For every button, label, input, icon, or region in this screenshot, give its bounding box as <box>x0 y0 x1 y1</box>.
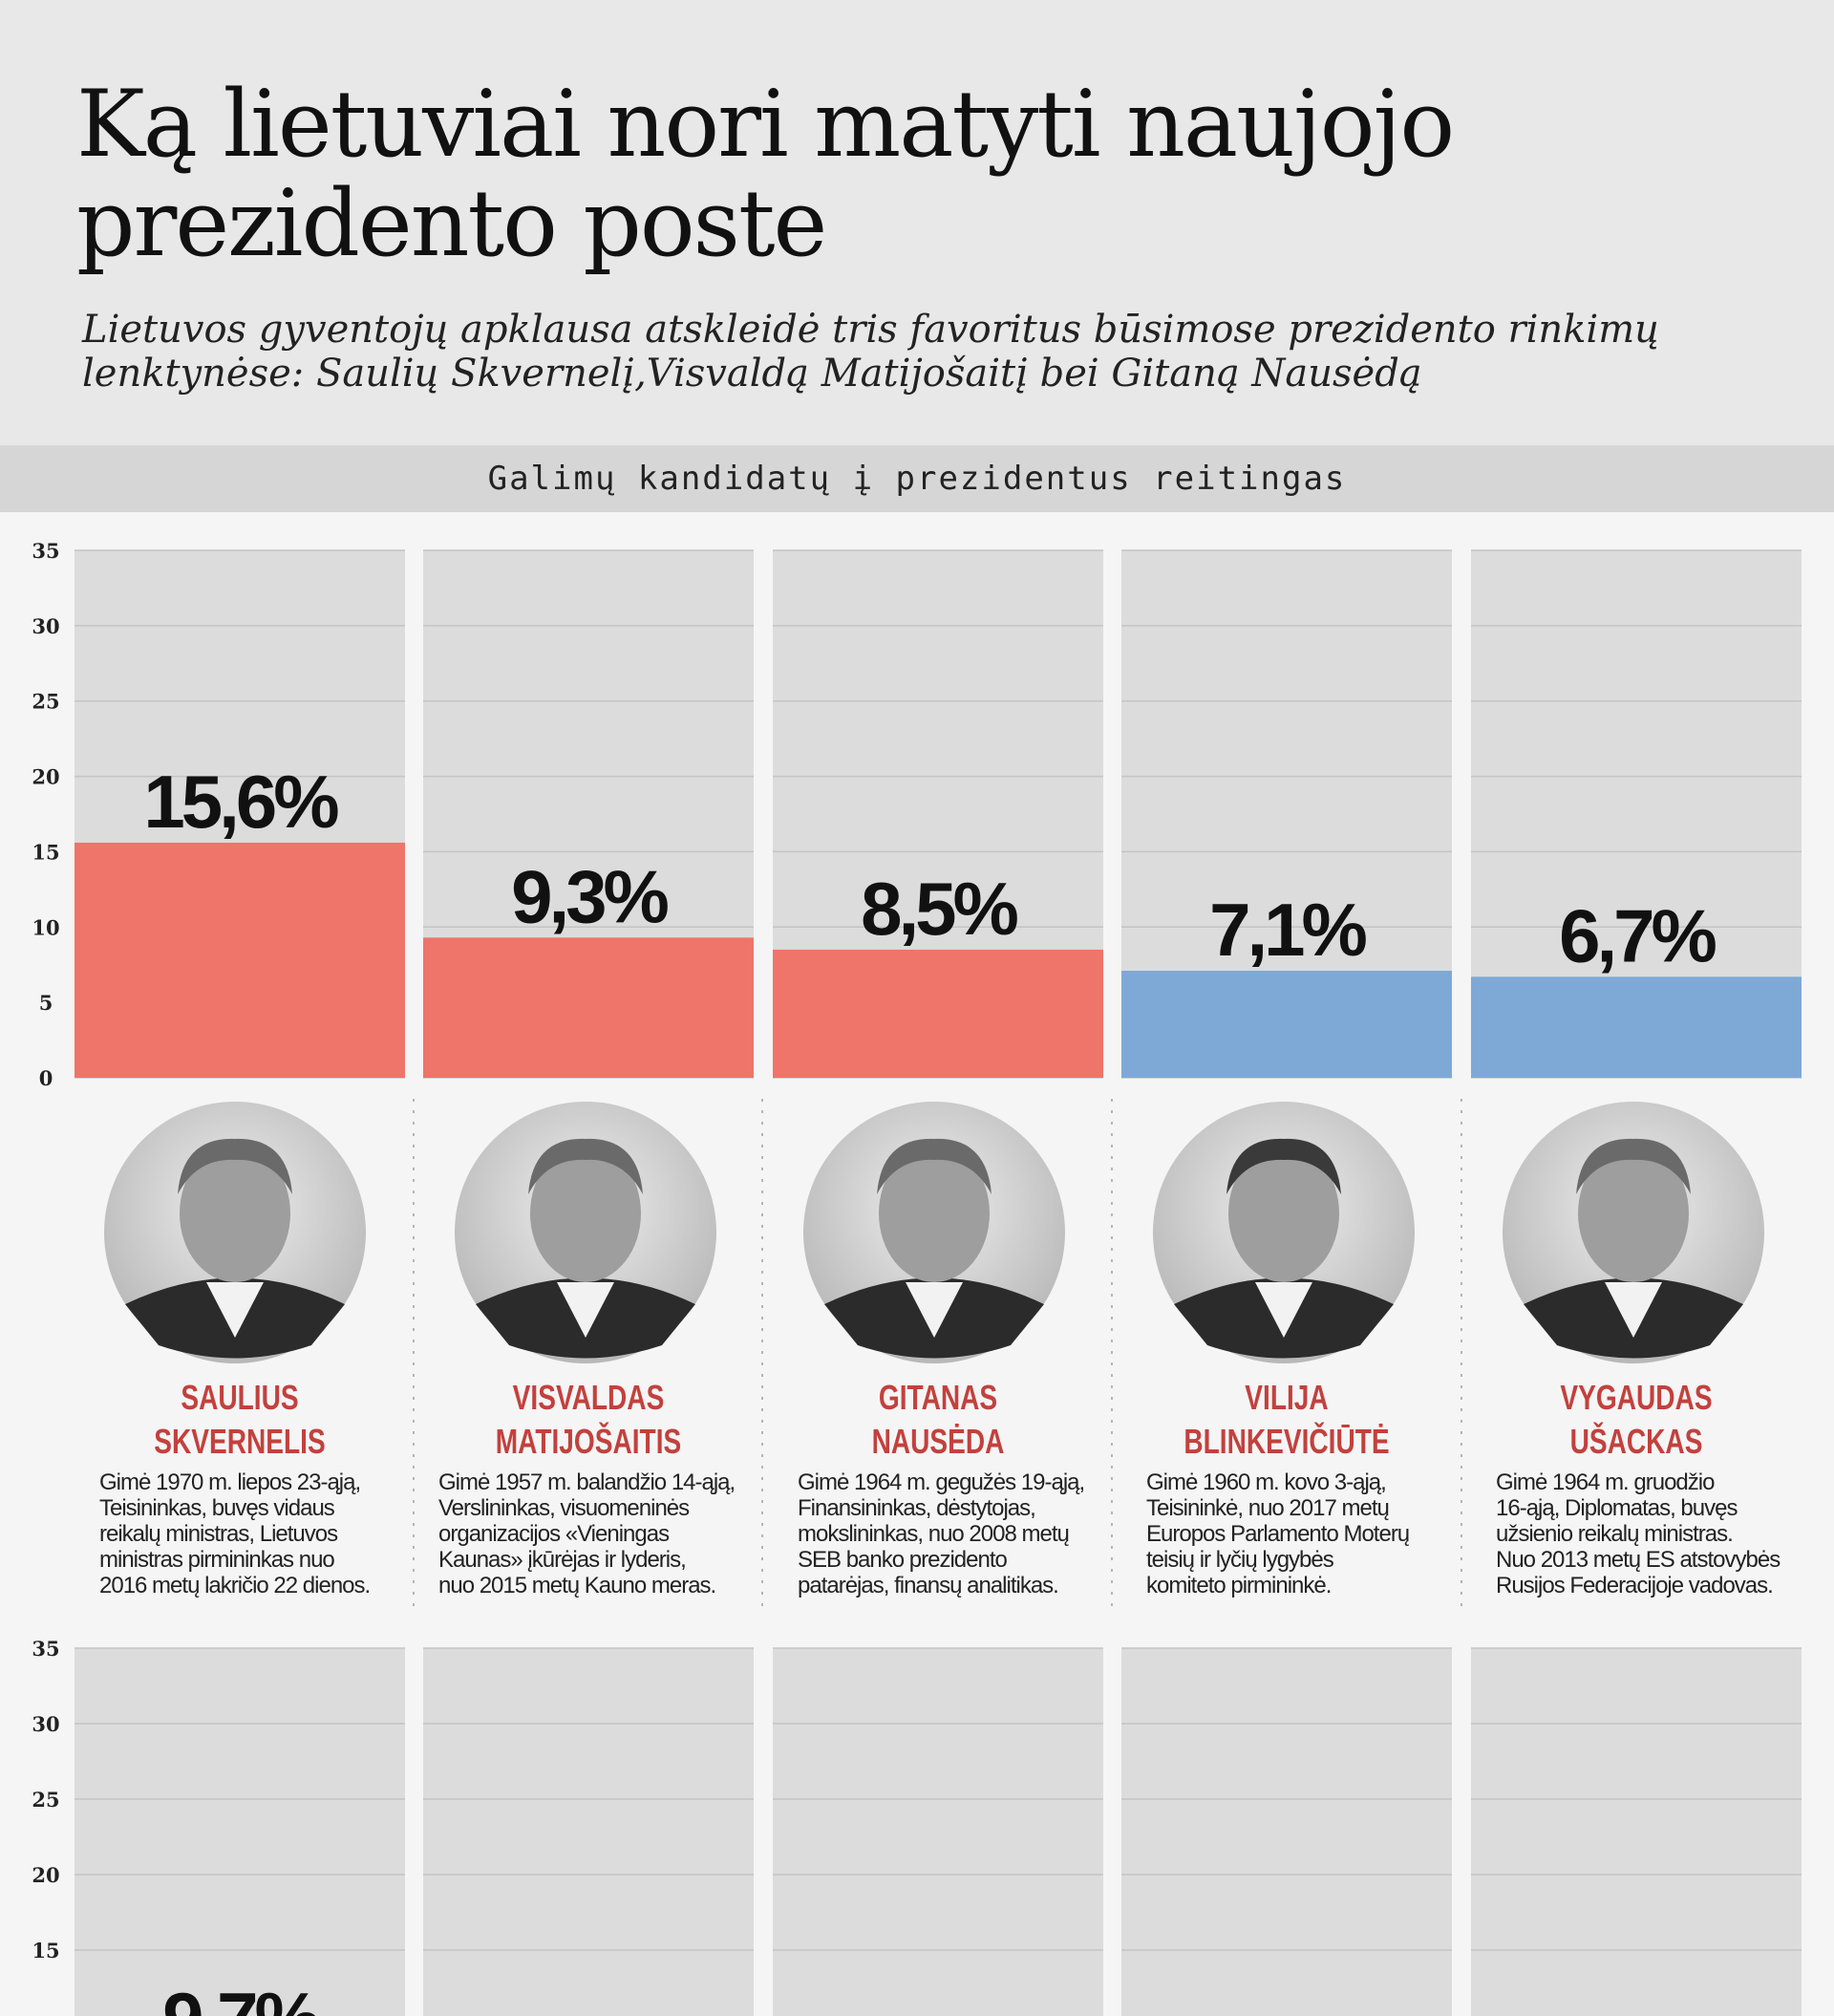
candidate-bio-line: Gimė 1960 m. kovo 3-ąją, <box>1146 1469 1387 1495</box>
portrait-face <box>879 1145 990 1282</box>
bar-4 <box>1121 971 1452 1078</box>
candidate-name-line: GITANAS <box>878 1378 998 1417</box>
portrait-hair <box>1226 1138 1341 1194</box>
bar-track <box>1471 1648 1802 2016</box>
candidate-bio-line: ministras pirmininkas nuo <box>99 1547 335 1573</box>
candidate-bio-line: SEB banko prezidento <box>798 1547 1008 1573</box>
candidate-bio-line: nuo 2015 metų Kauno meras. <box>438 1573 716 1598</box>
candidate-bio-line: Teisininkė, nuo 2017 metų <box>1146 1495 1390 1521</box>
y-tick-label: 25 <box>32 690 59 714</box>
bar-value-label: 9,7% <box>162 1977 319 2016</box>
candidate-name: VILIJA BLINKEVIČIŪTĖ <box>1158 1376 1416 1464</box>
y-tick-label: 35 <box>32 539 59 563</box>
candidate-name: VYGAUDAS UŠACKAS <box>1507 1376 1765 1464</box>
candidate-bio-line: užsienio reikalų ministras. <box>1496 1521 1734 1547</box>
candidate-bio-line: Gimė 1957 m. balandžio 14-ąją, <box>438 1469 736 1495</box>
candidate-name-line: VILIJA <box>1245 1378 1329 1417</box>
candidate-name-line: BLINKEVIČIŪTĖ <box>1184 1422 1390 1461</box>
candidate-bio: Gimė 1970 m. liepos 23-ąją, Teisininkas, … <box>99 1469 415 1598</box>
candidate-name-line: MATIJOŠAITIS <box>495 1422 682 1461</box>
y-tick-label: 35 <box>32 1637 59 1661</box>
bar-value-label: 6,7% <box>1559 893 1716 977</box>
candidate-bio-line: teisių ir lyčių lygybės <box>1146 1547 1334 1573</box>
bar-value-label: 7,1% <box>1209 888 1366 972</box>
y-tick-label: 10 <box>32 915 59 939</box>
y-tick-label: 25 <box>32 1788 59 1812</box>
candidate-name-line: UŠACKAS <box>1569 1422 1703 1461</box>
page-title: Ką lietuviai nori matyti naujojo prezide… <box>76 71 1455 277</box>
portrait-face <box>1578 1145 1689 1282</box>
candidate-name-line: NAUSĖDA <box>871 1422 1005 1461</box>
portrait-shirt <box>1255 1282 1312 1338</box>
chart-band-title: Galimų kandidatų į prezidentus reitingas <box>0 445 1834 512</box>
y-tick-label: 5 <box>39 991 53 1015</box>
candidate-bio: Gimė 1964 m. gruodžio 16-ąją, Diplomatas,… <box>1496 1469 1811 1598</box>
candidate-bio: Gimė 1964 m. gegužės 19-ąją, Finansininka… <box>798 1469 1113 1598</box>
portrait-face <box>1228 1145 1339 1282</box>
portrait-hair <box>178 1138 292 1194</box>
page-subtitle: Lietuvos gyventojų apklausa atskleidė tr… <box>82 308 1659 396</box>
candidate-bio-line: 2016 metų lakričio 22 dienos. <box>99 1573 371 1598</box>
y-tick-label: 30 <box>32 614 59 638</box>
bar-value-label: 9,3% <box>511 854 668 938</box>
y-tick-label: 20 <box>32 765 59 789</box>
candidate-bio-line: Gimė 1964 m. gruodžio <box>1496 1469 1715 1495</box>
candidate-bio-line: Gimė 1964 m. gegužės 19-ąją, <box>798 1469 1085 1495</box>
candidate-name: GITANAS NAUSĖDA <box>809 1376 1067 1464</box>
portrait-shirt <box>1605 1282 1662 1338</box>
candidate-name-line: VYGAUDAS <box>1560 1378 1713 1417</box>
portrait-hair <box>1576 1138 1691 1194</box>
header: Ką lietuviai nori matyti naujojo prezide… <box>0 0 1834 445</box>
bar-3 <box>773 949 1103 1078</box>
bar-track <box>773 1648 1103 2016</box>
candidate-bio-line: Rusijos Federacijoje vadovas. <box>1496 1573 1774 1598</box>
candidate-name-line: VISVALDAS <box>512 1378 665 1417</box>
y-tick-label: 30 <box>32 1712 59 1736</box>
y-tick-label: 15 <box>32 1939 59 1962</box>
candidate-name-line: SKVERNELIS <box>154 1422 326 1461</box>
bar-2 <box>423 937 754 1078</box>
candidate-bio-line: Teisininkas, buvęs vidaus <box>99 1495 335 1521</box>
y-tick-label: 0 <box>39 1066 53 1090</box>
bar-track <box>75 1648 405 2016</box>
bar-value-label: 8,5% <box>861 867 1017 951</box>
candidate-bio: Gimė 1957 m. balandžio 14-ąją, Verslinink… <box>438 1469 754 1598</box>
candidate-bio-line: Europos Parlamento Moterų <box>1146 1521 1410 1547</box>
candidate-bio-line: reikalų ministras, Lietuvos <box>99 1521 338 1547</box>
candidate-bio: Gimė 1960 m. kovo 3-ąją, Teisininkė, nuo … <box>1146 1469 1461 1598</box>
candidate-bio-line: Nuo 2013 metų ES atstovybės <box>1496 1547 1781 1573</box>
portrait-face <box>530 1145 641 1282</box>
portrait-hair <box>528 1138 643 1194</box>
portrait-shirt <box>906 1282 963 1338</box>
portrait-hair <box>877 1138 992 1194</box>
candidate-bio-line: patarėjas, finansų analitikas. <box>798 1573 1059 1598</box>
candidate-bio-line: Finansininkas, dėstytojas, <box>798 1495 1036 1521</box>
bar-5 <box>1471 976 1802 1078</box>
portrait-shirt <box>557 1282 614 1338</box>
candidate-name: SAULIUS SKVERNELIS <box>111 1376 369 1464</box>
candidate-name: VISVALDAS MATIJOŠAITIS <box>459 1376 717 1464</box>
candidate-bio-line: mokslininkas, nuo 2008 metų <box>798 1521 1070 1547</box>
candidate-bio-line: Verslininkas, visuomeninės <box>438 1495 690 1521</box>
y-tick-label: 20 <box>32 1863 59 1887</box>
bar-track <box>423 1648 754 2016</box>
portrait-shirt <box>206 1282 264 1338</box>
candidate-name-line: SAULIUS <box>181 1378 299 1417</box>
bar-value-label: 15,6% <box>143 760 338 844</box>
bar-1 <box>75 842 405 1078</box>
bar-track <box>1121 1648 1452 2016</box>
portrait-face <box>180 1145 290 1282</box>
y-tick-label: 15 <box>32 840 59 864</box>
candidate-bio-line: Gimė 1970 m. liepos 23-ąją, <box>99 1469 361 1495</box>
candidate-bio-line: 16-ąją, Diplomatas, buvęs <box>1496 1495 1738 1521</box>
candidate-bio-line: Kaunas» įkūrėjas ir lyderis, <box>438 1547 687 1573</box>
candidate-bio-line: organizacijos «Vieningas <box>438 1521 670 1547</box>
candidate-bio-line: komiteto pirmininkė. <box>1146 1573 1332 1598</box>
